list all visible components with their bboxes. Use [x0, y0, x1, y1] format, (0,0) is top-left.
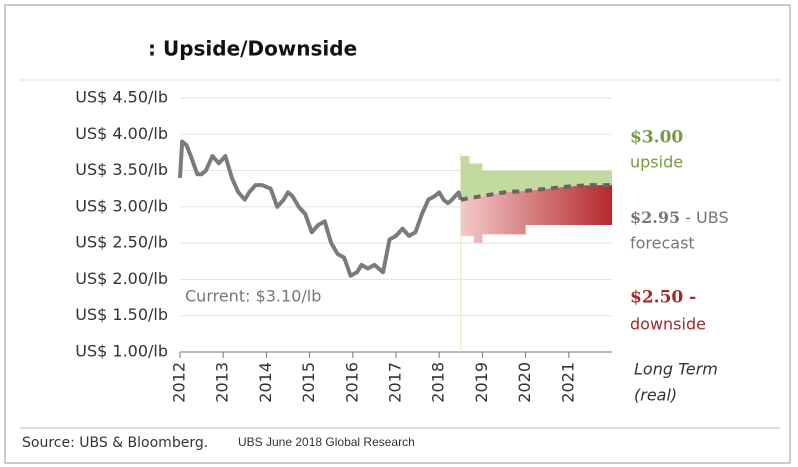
source-note: UBS June 2018 Global Research [238, 435, 415, 449]
source: Source: UBS & Bloomberg. [22, 435, 208, 451]
y-tick-label: US$ 4.50/lb [75, 88, 168, 107]
downside-value: $2.50 - [630, 288, 696, 308]
y-tick-label: US$ 3.50/lb [75, 160, 168, 179]
y-tick-label: US$ 2.50/lb [75, 233, 168, 252]
forecast-text: forecast [630, 234, 695, 253]
y-tick-label: US$ 2.00/lb [75, 269, 168, 288]
x-tick-label: 2016 [342, 362, 361, 403]
y-tick-label: US$ 1.50/lb [75, 305, 168, 324]
downside-text: downside [630, 315, 706, 334]
long-term: Long Term [634, 360, 718, 379]
frame [4, 4, 791, 464]
x-tick-label: 2017 [386, 362, 405, 403]
y-tick-label: US$ 4.00/lb [75, 124, 168, 143]
y-tick-label: US$ 3.00/lb [75, 196, 168, 215]
history-line [178, 139, 463, 278]
upside-band [460, 156, 612, 200]
x-tick-label: 2013 [213, 362, 232, 403]
downside-band [460, 185, 612, 244]
x-tick-label: 2014 [256, 362, 275, 403]
x-tick-label: 2012 [170, 362, 189, 403]
x-tick-label: 2021 [558, 362, 577, 403]
x-tick-label: 2020 [515, 362, 534, 403]
upside-value: $3.00 [630, 128, 683, 148]
x-tick-label: 2018 [429, 362, 448, 403]
x-tick-label: 2019 [472, 362, 491, 403]
current-label: Current: $3.10/lb [185, 287, 321, 306]
chart-title: : Upside/Downside [148, 37, 357, 61]
forecast-suffix: - UBS [680, 208, 729, 227]
x-tick-label: 2015 [299, 362, 318, 403]
forecast-label: $2.95 - UBS [630, 208, 729, 227]
forecast-value: $2.95 [630, 208, 680, 227]
y-tick-label: US$ 1.00/lb [75, 342, 168, 361]
upside-text: upside [630, 153, 683, 172]
long-term-real: (real) [634, 386, 677, 405]
